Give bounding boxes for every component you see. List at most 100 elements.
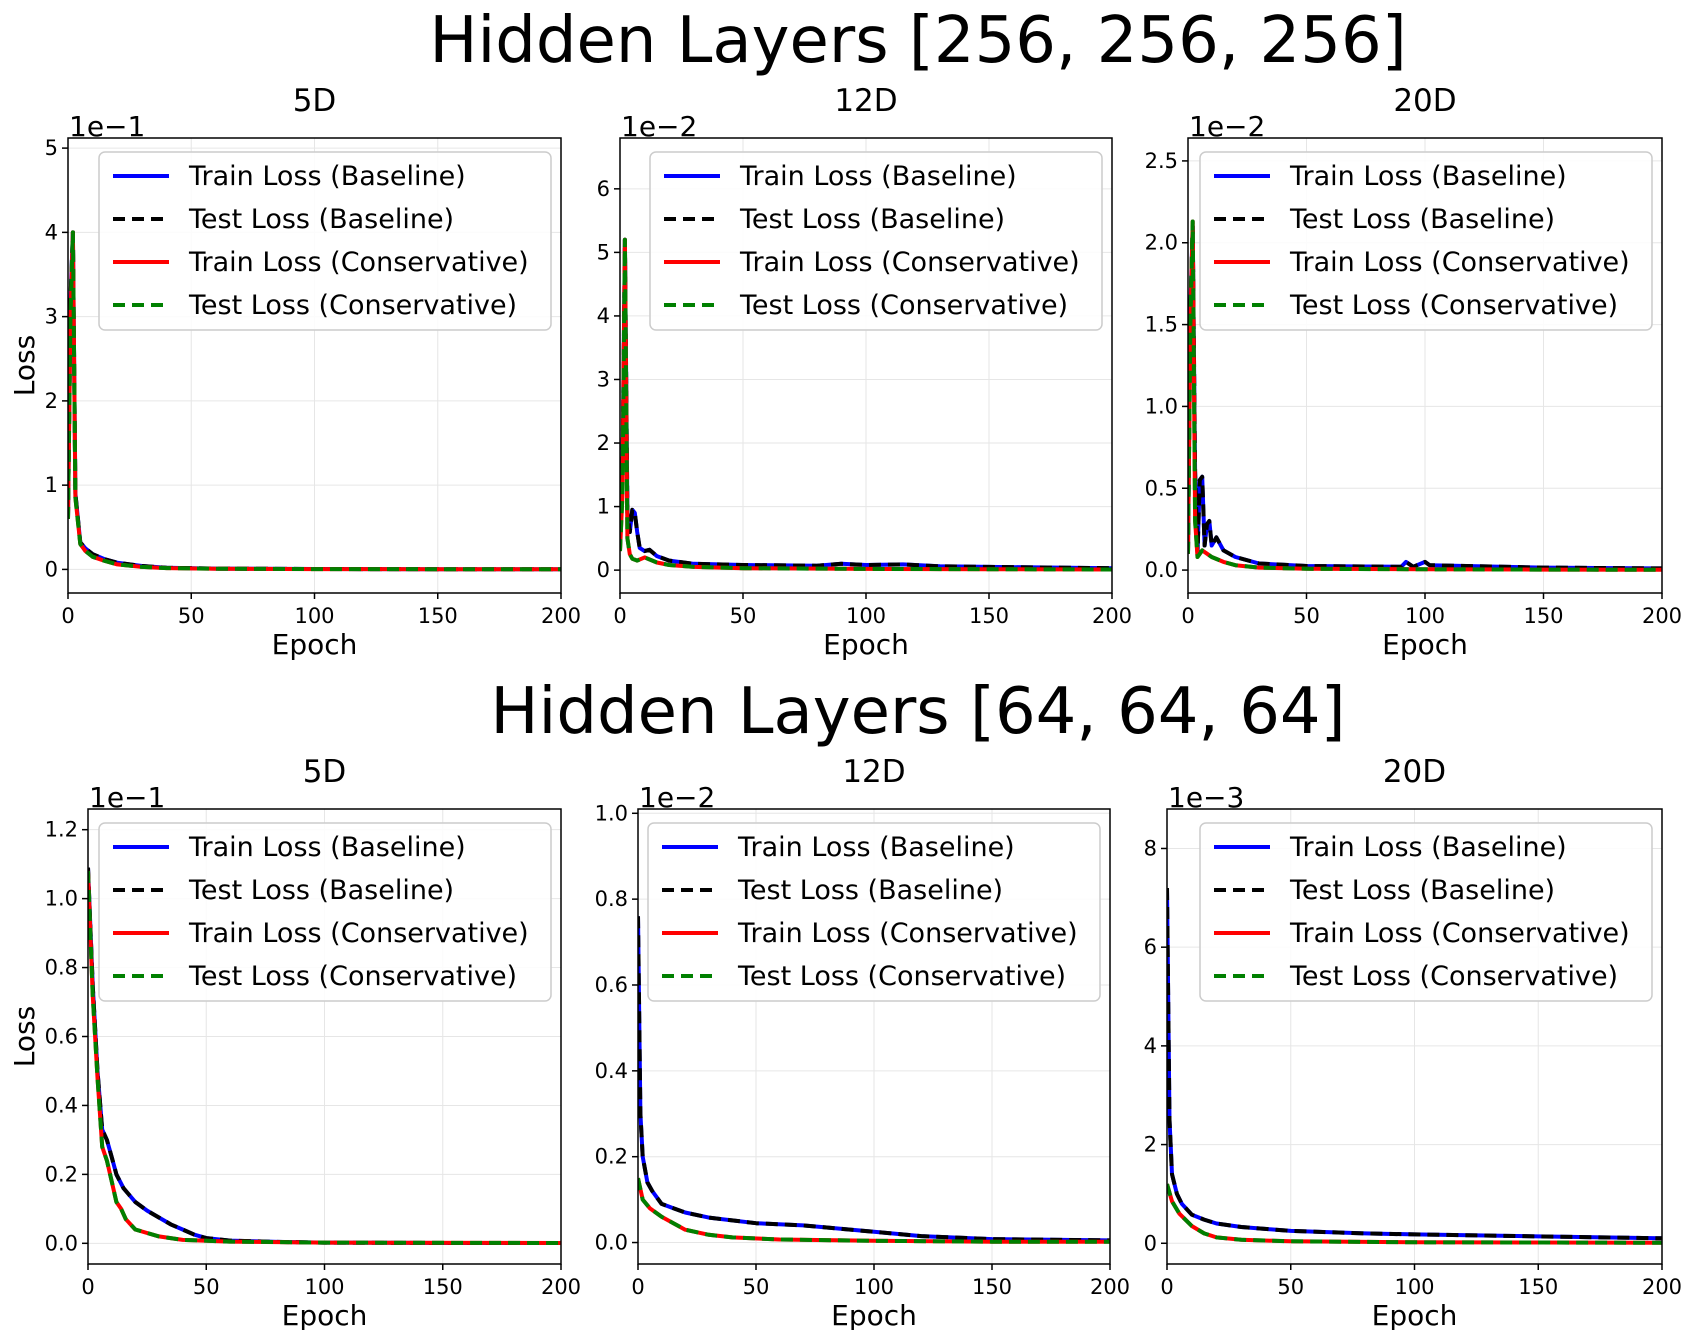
axis-multiplier: 1e−2 (639, 781, 715, 814)
x-tick-label: 200 (1642, 1275, 1682, 1299)
subplot-6: 0 50 100 150 200 0 2 4 6 8 20D 1e−3 Epoch Train Loss … (1144, 754, 1682, 1330)
legend-label: Train Loss (Baseline) (1289, 161, 1567, 192)
subplot-title: 5D (293, 83, 337, 119)
x-tick-label: 100 (1394, 1275, 1434, 1299)
legend-label: Train Loss (Baseline) (737, 832, 1015, 863)
legend-frame (98, 151, 552, 331)
x-tick-label: 100 (1405, 604, 1445, 628)
subplot-2: 0 50 100 150 200 0 1 2 3 4 5 6 12D 1e−2 Epoch Train Los… (597, 83, 1132, 661)
x-tick-label: 50 (178, 604, 205, 628)
legend-label: Test Loss (Baseline) (739, 204, 1005, 235)
x-tick-label: 0 (1181, 604, 1194, 628)
y-tick-label: 0.0 (595, 1231, 628, 1255)
legend-label: Train Loss (Baseline) (1289, 832, 1567, 863)
y-tick-label: 1.0 (45, 887, 78, 911)
y-tick-label: 5 (45, 136, 58, 160)
line-test-conservative (1188, 219, 1662, 572)
legend-label: Train Loss (Conservative) (1289, 918, 1630, 949)
y-tick-label: 0.8 (595, 887, 628, 911)
line-test-conservative (88, 870, 561, 1245)
y-tick-label: 0.0 (1145, 558, 1178, 582)
y-tick-label: 0.5 (1145, 476, 1178, 500)
x-tick-label: 0 (631, 1275, 644, 1299)
line-test-baseline (620, 237, 1112, 571)
y-tick-label: 1.2 (45, 818, 78, 842)
y-tick-label: 0.6 (45, 1025, 78, 1049)
row-title-top: Hidden Layers [256, 256, 256] (429, 4, 1406, 78)
x-tick-label: 100 (854, 1275, 894, 1299)
legend-label: Test Loss (Baseline) (188, 204, 454, 235)
line-test-conservative (638, 1177, 1110, 1244)
x-tick-label: 50 (193, 1275, 220, 1299)
subplot-title: 20D (1383, 754, 1446, 790)
y-tick-label: 3 (597, 367, 610, 391)
line-test-conservative (68, 230, 561, 572)
x-axis-label: Epoch (1372, 1299, 1458, 1330)
legend-label: Train Loss (Baseline) (739, 161, 1017, 192)
y-tick-label: 0.2 (45, 1162, 78, 1186)
y-tick-label: 6 (1144, 935, 1157, 959)
x-tick-label: 150 (423, 1275, 463, 1299)
subplot-3: 0 50 100 150 200 0.0 0.5 1.0 1.5 2.0 2.5 20D 1e−2 Epo… (1145, 83, 1682, 661)
x-tick-label: 0 (61, 604, 74, 628)
legend: Train Loss (Baseline) Test Loss (Baseline… (98, 822, 552, 1002)
y-tick-label: 0 (1144, 1231, 1157, 1255)
x-tick-label: 100 (294, 604, 334, 628)
legend-label: Test Loss (Conservative) (737, 961, 1066, 992)
x-axis-label: Epoch (823, 628, 909, 661)
subplot-5: 0 50 100 150 200 0.0 0.2 0.4 0.6 0.8 1.0 12D 1e−2 Epo… (595, 754, 1130, 1330)
legend-label: Test Loss (Baseline) (188, 875, 454, 906)
legend-frame (647, 822, 1101, 1002)
x-tick-label: 50 (743, 1275, 770, 1299)
y-tick-label: 0.2 (595, 1145, 628, 1169)
x-tick-label: 150 (972, 1275, 1012, 1299)
subplot-4: 0 50 100 150 200 0.0 0.2 0.4 0.6 0.8 1.0 1.2 5D 1e−1 E… (8, 754, 581, 1330)
y-tick-label: 1.0 (1145, 394, 1178, 418)
y-tick-label: 2.0 (1145, 231, 1178, 255)
legend: Train Loss (Baseline) Test Loss (Baseline… (98, 151, 552, 331)
subplot-title: 20D (1393, 83, 1456, 119)
legend-label: Test Loss (Baseline) (1289, 204, 1555, 235)
y-tick-label: 0.8 (45, 956, 78, 980)
y-tick-label: 2.5 (1145, 149, 1178, 173)
x-tick-label: 200 (541, 1275, 581, 1299)
x-axis-label: Epoch (282, 1299, 368, 1330)
subplot-title: 12D (834, 83, 897, 119)
legend-label: Train Loss (Conservative) (739, 247, 1080, 278)
x-tick-label: 100 (304, 1275, 344, 1299)
row-title-bottom: Hidden Layers [64, 64, 64] (490, 675, 1345, 749)
x-tick-label: 200 (1642, 604, 1682, 628)
y-tick-label: 2 (597, 431, 610, 455)
legend-label: Test Loss (Conservative) (188, 290, 517, 321)
y-tick-label: 0.4 (595, 1059, 628, 1083)
y-tick-label: 5 (597, 240, 610, 264)
x-tick-label: 150 (1518, 1275, 1558, 1299)
x-tick-label: 150 (1523, 604, 1563, 628)
legend-label: Train Loss (Conservative) (737, 918, 1078, 949)
legend-label: Test Loss (Conservative) (1289, 290, 1618, 321)
line-test-baseline (638, 916, 1110, 1243)
x-tick-label: 200 (1092, 604, 1132, 628)
y-tick-label: 0.0 (45, 1231, 78, 1255)
axis-multiplier: 1e−3 (1168, 781, 1244, 814)
series-group (620, 237, 1112, 572)
legend-label: Test Loss (Baseline) (1289, 875, 1555, 906)
y-tick-label: 2 (1144, 1133, 1157, 1157)
legend-label: Test Loss (Conservative) (739, 290, 1068, 321)
y-tick-label: 8 (1144, 836, 1157, 860)
legend: Train Loss (Baseline) Test Loss (Baseline… (647, 822, 1101, 1002)
legend-frame (1199, 151, 1653, 331)
x-tick-label: 0 (81, 1275, 94, 1299)
x-tick-label: 50 (730, 604, 757, 628)
subplot-title: 12D (842, 754, 905, 790)
y-tick-label: 1.5 (1145, 313, 1178, 337)
x-axis-label: Epoch (1382, 628, 1468, 661)
x-tick-label: 150 (418, 604, 458, 628)
y-tick-label: 1.0 (595, 801, 628, 825)
y-tick-label: 4 (597, 304, 610, 328)
legend-frame (1199, 822, 1653, 1002)
x-axis-label: Epoch (831, 1299, 917, 1330)
y-tick-label: 6 (597, 177, 610, 201)
legend-label: Train Loss (Conservative) (188, 247, 529, 278)
